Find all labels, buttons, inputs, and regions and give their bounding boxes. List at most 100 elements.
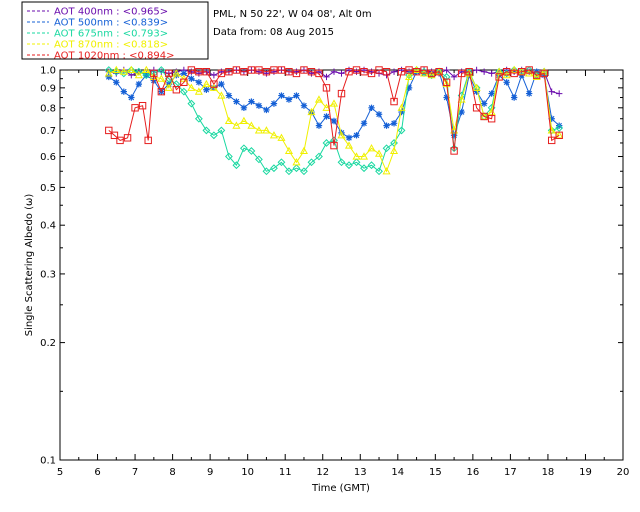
x-tick-label: 7: [132, 467, 138, 478]
data-point: [270, 66, 278, 74]
data-point: [284, 146, 294, 155]
data-point: [330, 68, 338, 75]
data-point: [443, 94, 450, 101]
data-point: [420, 66, 428, 74]
data-point: [472, 83, 481, 91]
data-point: [224, 116, 233, 125]
data-point: [255, 66, 263, 74]
data-point: [487, 115, 496, 123]
data-point: [390, 139, 398, 147]
data-point: [180, 78, 188, 86]
site-info: PML, N 50 22', W 04 08', Alt 0m: [213, 9, 372, 20]
x-tick-label: 13: [354, 467, 367, 478]
data-point: [480, 112, 489, 120]
data-point: [382, 144, 391, 153]
data-point: [210, 71, 218, 79]
data-point: [165, 69, 173, 78]
data-point: [457, 95, 466, 103]
data-point: [488, 70, 495, 77]
y-tick-label: 0.8: [40, 103, 56, 114]
data-point: [307, 158, 316, 167]
data-point: [405, 66, 413, 74]
data-point: [292, 164, 301, 173]
x-tick-label: 17: [504, 467, 517, 478]
data-point: [195, 68, 203, 76]
data-point: [547, 136, 556, 145]
data-point: [202, 79, 211, 88]
data-point: [359, 152, 369, 160]
data-point: [240, 144, 248, 153]
data-point: [389, 146, 399, 155]
data-point: [142, 65, 151, 74]
data-point: [157, 87, 166, 96]
data-point: [120, 88, 128, 95]
data-point: [375, 111, 383, 118]
data-point: [344, 141, 354, 149]
data-point: [203, 86, 210, 93]
data-point: [367, 161, 376, 170]
data-point: [195, 79, 203, 86]
data-point: [209, 131, 218, 140]
data-point: [255, 102, 263, 109]
data-point: [330, 117, 338, 125]
data-point: [368, 104, 375, 111]
data-point: [330, 141, 338, 150]
data-point: [548, 115, 555, 122]
data-point: [172, 69, 181, 77]
y-tick-label: 1.0: [40, 66, 56, 77]
data-point: [532, 72, 541, 80]
data-point: [412, 68, 421, 76]
data-point: [217, 91, 226, 99]
data-point: [150, 77, 158, 84]
data-point: [135, 80, 143, 88]
data-point: [547, 126, 556, 135]
data-point: [405, 84, 413, 92]
data-point: [157, 66, 166, 74]
data-point: [112, 65, 121, 74]
data-point: [255, 68, 263, 75]
data-point: [450, 73, 458, 81]
data-point: [293, 92, 300, 99]
data-point: [352, 66, 361, 74]
data-point: [450, 132, 458, 139]
y-axis: 0.1 0.2 0.3 0.4 0.5 0.6 0.7 0.8 0.9 1.0: [40, 66, 623, 467]
data-point: [217, 126, 226, 135]
data-point: [277, 158, 286, 167]
data-point: [465, 69, 474, 77]
data-point: [270, 164, 278, 173]
data-point: [352, 158, 361, 167]
x-tick-label: 11: [279, 467, 292, 478]
data-point: [472, 83, 481, 92]
data-point: [555, 122, 563, 129]
data-point: [503, 79, 510, 86]
data-point: [293, 68, 300, 75]
data-point: [397, 68, 406, 76]
data-point: [202, 68, 211, 76]
data-point: [532, 71, 541, 79]
y-tick-label: 0.1: [40, 456, 56, 467]
data-point: [210, 80, 218, 88]
data-point: [337, 89, 346, 98]
y-tick-label: 0.3: [40, 269, 56, 280]
data-point: [353, 68, 360, 75]
data-point: [116, 136, 124, 145]
data-point: [179, 74, 188, 82]
data-point: [510, 65, 519, 74]
data-point: [217, 69, 226, 78]
data-point: [127, 66, 136, 74]
data-point: [345, 134, 353, 142]
data-point: [338, 70, 345, 77]
data-point: [457, 69, 466, 78]
data-point: [157, 74, 166, 82]
data-point: [397, 126, 406, 135]
data-point: [337, 158, 346, 167]
data-point: [314, 95, 324, 103]
data-point: [322, 103, 331, 111]
x-tick-label: 5: [57, 467, 63, 478]
data-point: [225, 68, 233, 76]
data-point: [427, 69, 436, 78]
data-point: [480, 68, 488, 75]
data-point: [278, 92, 285, 99]
data-point: [548, 88, 555, 95]
data-point: [435, 68, 443, 76]
